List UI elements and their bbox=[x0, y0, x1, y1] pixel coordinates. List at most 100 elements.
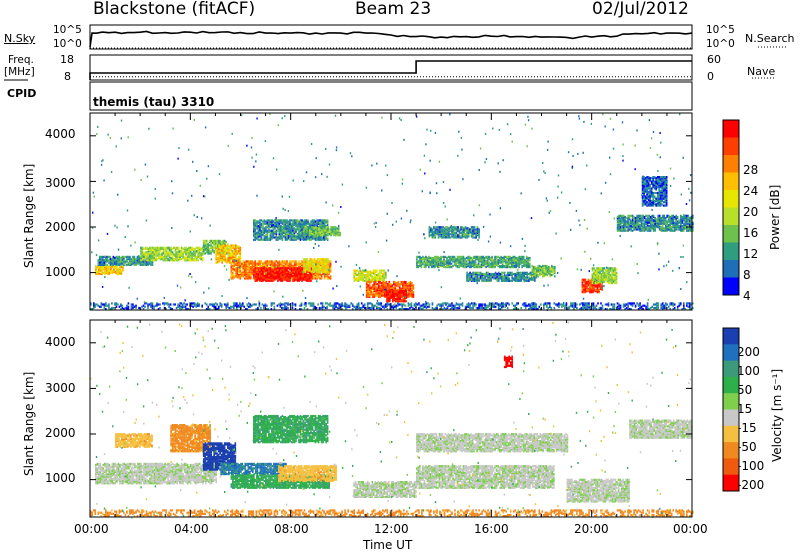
power-echo-cell bbox=[481, 272, 483, 276]
power-echo-cell bbox=[250, 269, 252, 272]
power-echo-cell bbox=[248, 275, 251, 278]
power-echo-cell bbox=[488, 261, 490, 264]
power-echo-cell bbox=[311, 235, 314, 238]
freq-tick-top: 18 bbox=[60, 53, 74, 66]
power-echo-cell bbox=[232, 267, 234, 270]
power-echo-cell bbox=[516, 264, 519, 268]
power-echo-cell bbox=[168, 254, 171, 257]
power-echo-cell bbox=[278, 225, 281, 228]
power-echo-cell bbox=[284, 226, 287, 229]
power-echo-cell bbox=[314, 238, 317, 241]
power-echo-cell bbox=[292, 278, 294, 281]
power-echo-cell bbox=[306, 261, 308, 264]
power-echo-cell bbox=[430, 234, 432, 237]
power-echo-cell bbox=[266, 238, 269, 241]
power-echo-cell bbox=[116, 266, 118, 269]
power-echo-cell bbox=[140, 254, 142, 257]
power-echo-cell bbox=[507, 255, 510, 258]
power-echo-cell bbox=[147, 254, 150, 257]
power-echo-cell bbox=[271, 233, 273, 236]
power-echo-cell bbox=[536, 275, 538, 278]
power-echo-cell bbox=[302, 272, 305, 276]
power-echo-cell bbox=[177, 246, 180, 249]
power-echo-cell bbox=[592, 290, 594, 293]
power-echo-cell bbox=[268, 269, 270, 272]
power-echo-cell bbox=[129, 263, 131, 266]
power-echo-cell bbox=[311, 275, 314, 278]
power-echo-cell bbox=[377, 272, 380, 276]
power-echo-cell bbox=[266, 268, 269, 271]
power-echo-cell bbox=[287, 226, 290, 229]
power-echo-cell bbox=[153, 258, 156, 261]
power-echo-cell bbox=[144, 255, 147, 258]
power-echo-cell bbox=[266, 226, 269, 229]
power-echo-cell bbox=[420, 256, 423, 260]
power-echo-cell bbox=[313, 272, 315, 276]
power-echo-cell bbox=[259, 272, 261, 276]
power-echo-cell bbox=[146, 259, 148, 262]
power-echo-cell bbox=[301, 234, 303, 237]
power-echo-cell bbox=[257, 226, 260, 229]
power-echo-cell bbox=[233, 268, 236, 271]
power-echo-cell bbox=[286, 275, 288, 278]
power-echo-cell bbox=[226, 258, 228, 261]
power-echo-cell bbox=[268, 221, 270, 224]
power-echo-cell bbox=[271, 275, 273, 278]
power-echo-cell bbox=[286, 278, 288, 281]
power-echo-cell bbox=[144, 246, 147, 249]
power-echo-cell bbox=[269, 225, 272, 228]
power-echo-cell bbox=[302, 220, 305, 223]
power-echo-cell bbox=[218, 244, 220, 247]
power-echo-cell bbox=[211, 250, 214, 253]
power-echo-cell bbox=[280, 219, 282, 222]
power-echo-cell bbox=[416, 255, 418, 258]
power-echo-cell bbox=[296, 226, 299, 229]
power-echo-cell bbox=[496, 278, 498, 281]
power-echo-cell bbox=[389, 298, 391, 301]
power-echo-cell bbox=[472, 277, 474, 280]
power-echo-cell bbox=[548, 266, 550, 269]
power-echo-cell bbox=[284, 227, 287, 230]
power-echo-cell bbox=[399, 300, 402, 303]
power-scatter bbox=[90, 113, 694, 312]
power-echo-cell bbox=[197, 246, 199, 249]
power-echo-cell bbox=[423, 256, 426, 260]
power-echo-cell bbox=[202, 244, 205, 247]
power-echo-cell bbox=[229, 253, 231, 256]
power-echo-cell bbox=[325, 229, 328, 232]
power-echo-cell bbox=[312, 233, 314, 236]
power-echo-cell bbox=[298, 237, 300, 240]
power-echo-cell bbox=[284, 260, 287, 263]
power-echo-cell bbox=[293, 219, 296, 222]
power-echo-cell bbox=[257, 220, 260, 223]
power-echo-cell bbox=[253, 221, 255, 224]
power-echo-cell bbox=[235, 263, 237, 266]
power-echo-cell bbox=[306, 227, 308, 230]
power-echo-cell bbox=[116, 267, 118, 270]
power-echo-cell bbox=[274, 226, 276, 229]
power-echo-cell bbox=[207, 252, 209, 255]
power-echo-cell bbox=[465, 260, 468, 263]
power-echo-cell bbox=[554, 269, 556, 272]
power-echo-cell bbox=[239, 258, 242, 261]
power-echo-cell bbox=[497, 259, 499, 262]
power-echo-cell bbox=[265, 238, 267, 241]
power-echo-cell bbox=[269, 271, 272, 274]
power-echo-cell bbox=[99, 263, 101, 266]
power-echo-cell bbox=[256, 220, 258, 223]
power-echo-cell bbox=[189, 248, 192, 252]
power-echo-cell bbox=[402, 298, 405, 301]
power-echo-cell bbox=[591, 267, 594, 270]
power-echo-cell bbox=[432, 264, 435, 268]
power-echo-cell bbox=[316, 223, 318, 227]
power-echo-cell bbox=[220, 242, 223, 245]
power-echo-cell bbox=[518, 271, 521, 274]
power-echo-cell bbox=[520, 271, 522, 274]
power-echo-cell bbox=[117, 255, 119, 258]
power-echo-cell bbox=[287, 275, 290, 278]
power-echo-cell bbox=[153, 253, 156, 256]
power-echo-cell bbox=[192, 252, 195, 255]
power-echo-cell bbox=[194, 247, 196, 250]
power-echo-cell bbox=[120, 259, 122, 262]
power-echo-cell bbox=[485, 271, 488, 274]
